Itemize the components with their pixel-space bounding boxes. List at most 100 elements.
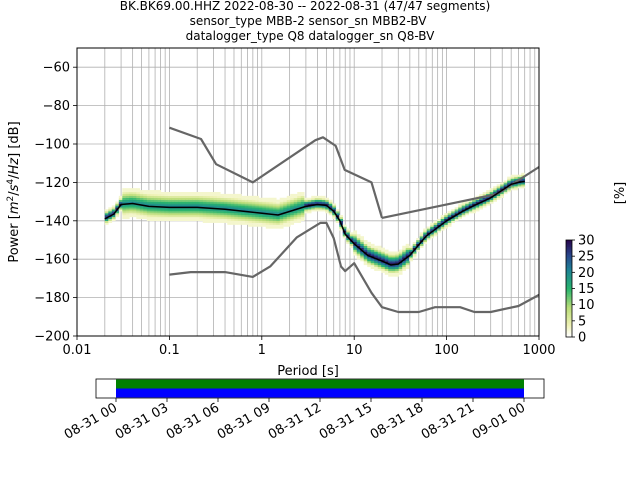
psd-cell bbox=[167, 215, 172, 218]
psd-cell bbox=[125, 205, 130, 208]
psd-cell bbox=[192, 192, 197, 195]
psd-cell bbox=[461, 205, 466, 208]
colorbar-segment bbox=[566, 311, 572, 314]
psd-cell bbox=[132, 195, 137, 198]
psd-cell bbox=[255, 224, 260, 227]
psd-cell bbox=[146, 218, 151, 221]
psd-cell bbox=[276, 207, 281, 210]
psd-cell bbox=[437, 218, 442, 221]
psd-cell bbox=[164, 197, 169, 200]
psd-cell bbox=[332, 216, 337, 220]
psd-cell bbox=[279, 226, 284, 229]
psd-cell bbox=[405, 257, 410, 260]
psd-cell bbox=[223, 215, 228, 218]
psd-cell bbox=[181, 203, 186, 206]
plot-frame bbox=[76, 47, 540, 337]
psd-cell bbox=[139, 201, 144, 204]
psd-cell bbox=[143, 193, 148, 197]
psd-cell bbox=[321, 201, 326, 204]
psd-cell bbox=[251, 197, 256, 200]
psd-cell bbox=[262, 205, 267, 208]
psd-cell bbox=[262, 218, 267, 221]
colorbar-segment bbox=[566, 241, 572, 244]
psd-cell bbox=[465, 213, 470, 216]
psd-cell bbox=[199, 218, 204, 221]
psd-cell bbox=[440, 220, 445, 223]
psd-cell bbox=[223, 213, 228, 216]
psd-cell bbox=[178, 211, 183, 214]
psd-cell bbox=[167, 193, 172, 197]
psd-cell bbox=[160, 215, 165, 218]
psd-cell bbox=[272, 216, 277, 220]
psd-cell bbox=[391, 259, 396, 262]
x-tick-label: 0.01 bbox=[63, 343, 92, 358]
psd-cell bbox=[318, 195, 323, 198]
psd-cell bbox=[402, 253, 407, 256]
psd-cell bbox=[185, 203, 190, 206]
psd-cell bbox=[360, 243, 365, 246]
colorbar-segment bbox=[566, 240, 572, 243]
colorbar-segment bbox=[566, 256, 572, 259]
psd-cell bbox=[241, 201, 246, 204]
psd-cell bbox=[153, 193, 158, 197]
psd-cell bbox=[447, 211, 452, 214]
psd-cell bbox=[412, 245, 417, 248]
psd-cell bbox=[451, 216, 456, 220]
psd-cell bbox=[286, 199, 291, 202]
psd-cell bbox=[514, 174, 518, 177]
psd-cell bbox=[353, 240, 358, 243]
psd-cell bbox=[146, 207, 151, 210]
psd-cell bbox=[251, 199, 256, 202]
psd-cell bbox=[398, 255, 403, 258]
psd-cell bbox=[328, 209, 333, 212]
psd-cell bbox=[136, 207, 141, 210]
psd-cell bbox=[482, 197, 487, 200]
psd-cell bbox=[265, 218, 270, 221]
psd-cell bbox=[479, 197, 483, 200]
psd-cell bbox=[230, 205, 235, 208]
colorbar-segment bbox=[566, 294, 572, 297]
psd-cell bbox=[451, 209, 456, 212]
psd-cell bbox=[223, 193, 228, 197]
psd-cell bbox=[220, 195, 225, 198]
psd-cell bbox=[475, 199, 480, 202]
psd-cell bbox=[129, 213, 134, 216]
psd-cell bbox=[370, 247, 375, 250]
psd-cell bbox=[125, 197, 130, 200]
psd-cell bbox=[493, 195, 497, 198]
psd-cell bbox=[458, 216, 463, 220]
psd-cell bbox=[136, 211, 141, 214]
psd-cell bbox=[517, 176, 522, 179]
psd-cell bbox=[255, 213, 260, 216]
psd-cell bbox=[286, 213, 291, 216]
psd-cell bbox=[374, 253, 379, 256]
psd-cell bbox=[202, 220, 207, 223]
psd-cell bbox=[384, 264, 389, 268]
psd-cell bbox=[416, 249, 421, 252]
psd-cell bbox=[195, 201, 200, 204]
psd-cell bbox=[241, 205, 246, 208]
colorbar-segment bbox=[566, 290, 572, 293]
psd-cell bbox=[300, 203, 305, 206]
psd-cell bbox=[251, 205, 256, 208]
colorbar-segment bbox=[566, 315, 572, 318]
timeline-tick-label: 08-31 18 bbox=[368, 400, 426, 442]
psd-cell bbox=[458, 209, 463, 212]
psd-cell bbox=[293, 211, 298, 214]
psd-cell bbox=[202, 209, 207, 212]
psd-cell bbox=[391, 272, 396, 275]
colorbar-segment bbox=[566, 317, 572, 320]
psd-cell bbox=[157, 211, 162, 214]
psd-cell bbox=[353, 245, 358, 248]
psd-cell bbox=[370, 255, 375, 258]
psd-cell bbox=[153, 213, 158, 216]
psd-cell bbox=[178, 205, 183, 208]
psd-cell bbox=[496, 190, 501, 193]
psd-cell bbox=[241, 215, 246, 218]
psd-cell bbox=[346, 238, 351, 241]
psd-cell bbox=[202, 197, 207, 200]
psd-cell bbox=[370, 243, 375, 246]
psd-cell bbox=[293, 203, 298, 206]
psd-cell bbox=[167, 205, 172, 208]
psd-cell bbox=[206, 201, 211, 204]
